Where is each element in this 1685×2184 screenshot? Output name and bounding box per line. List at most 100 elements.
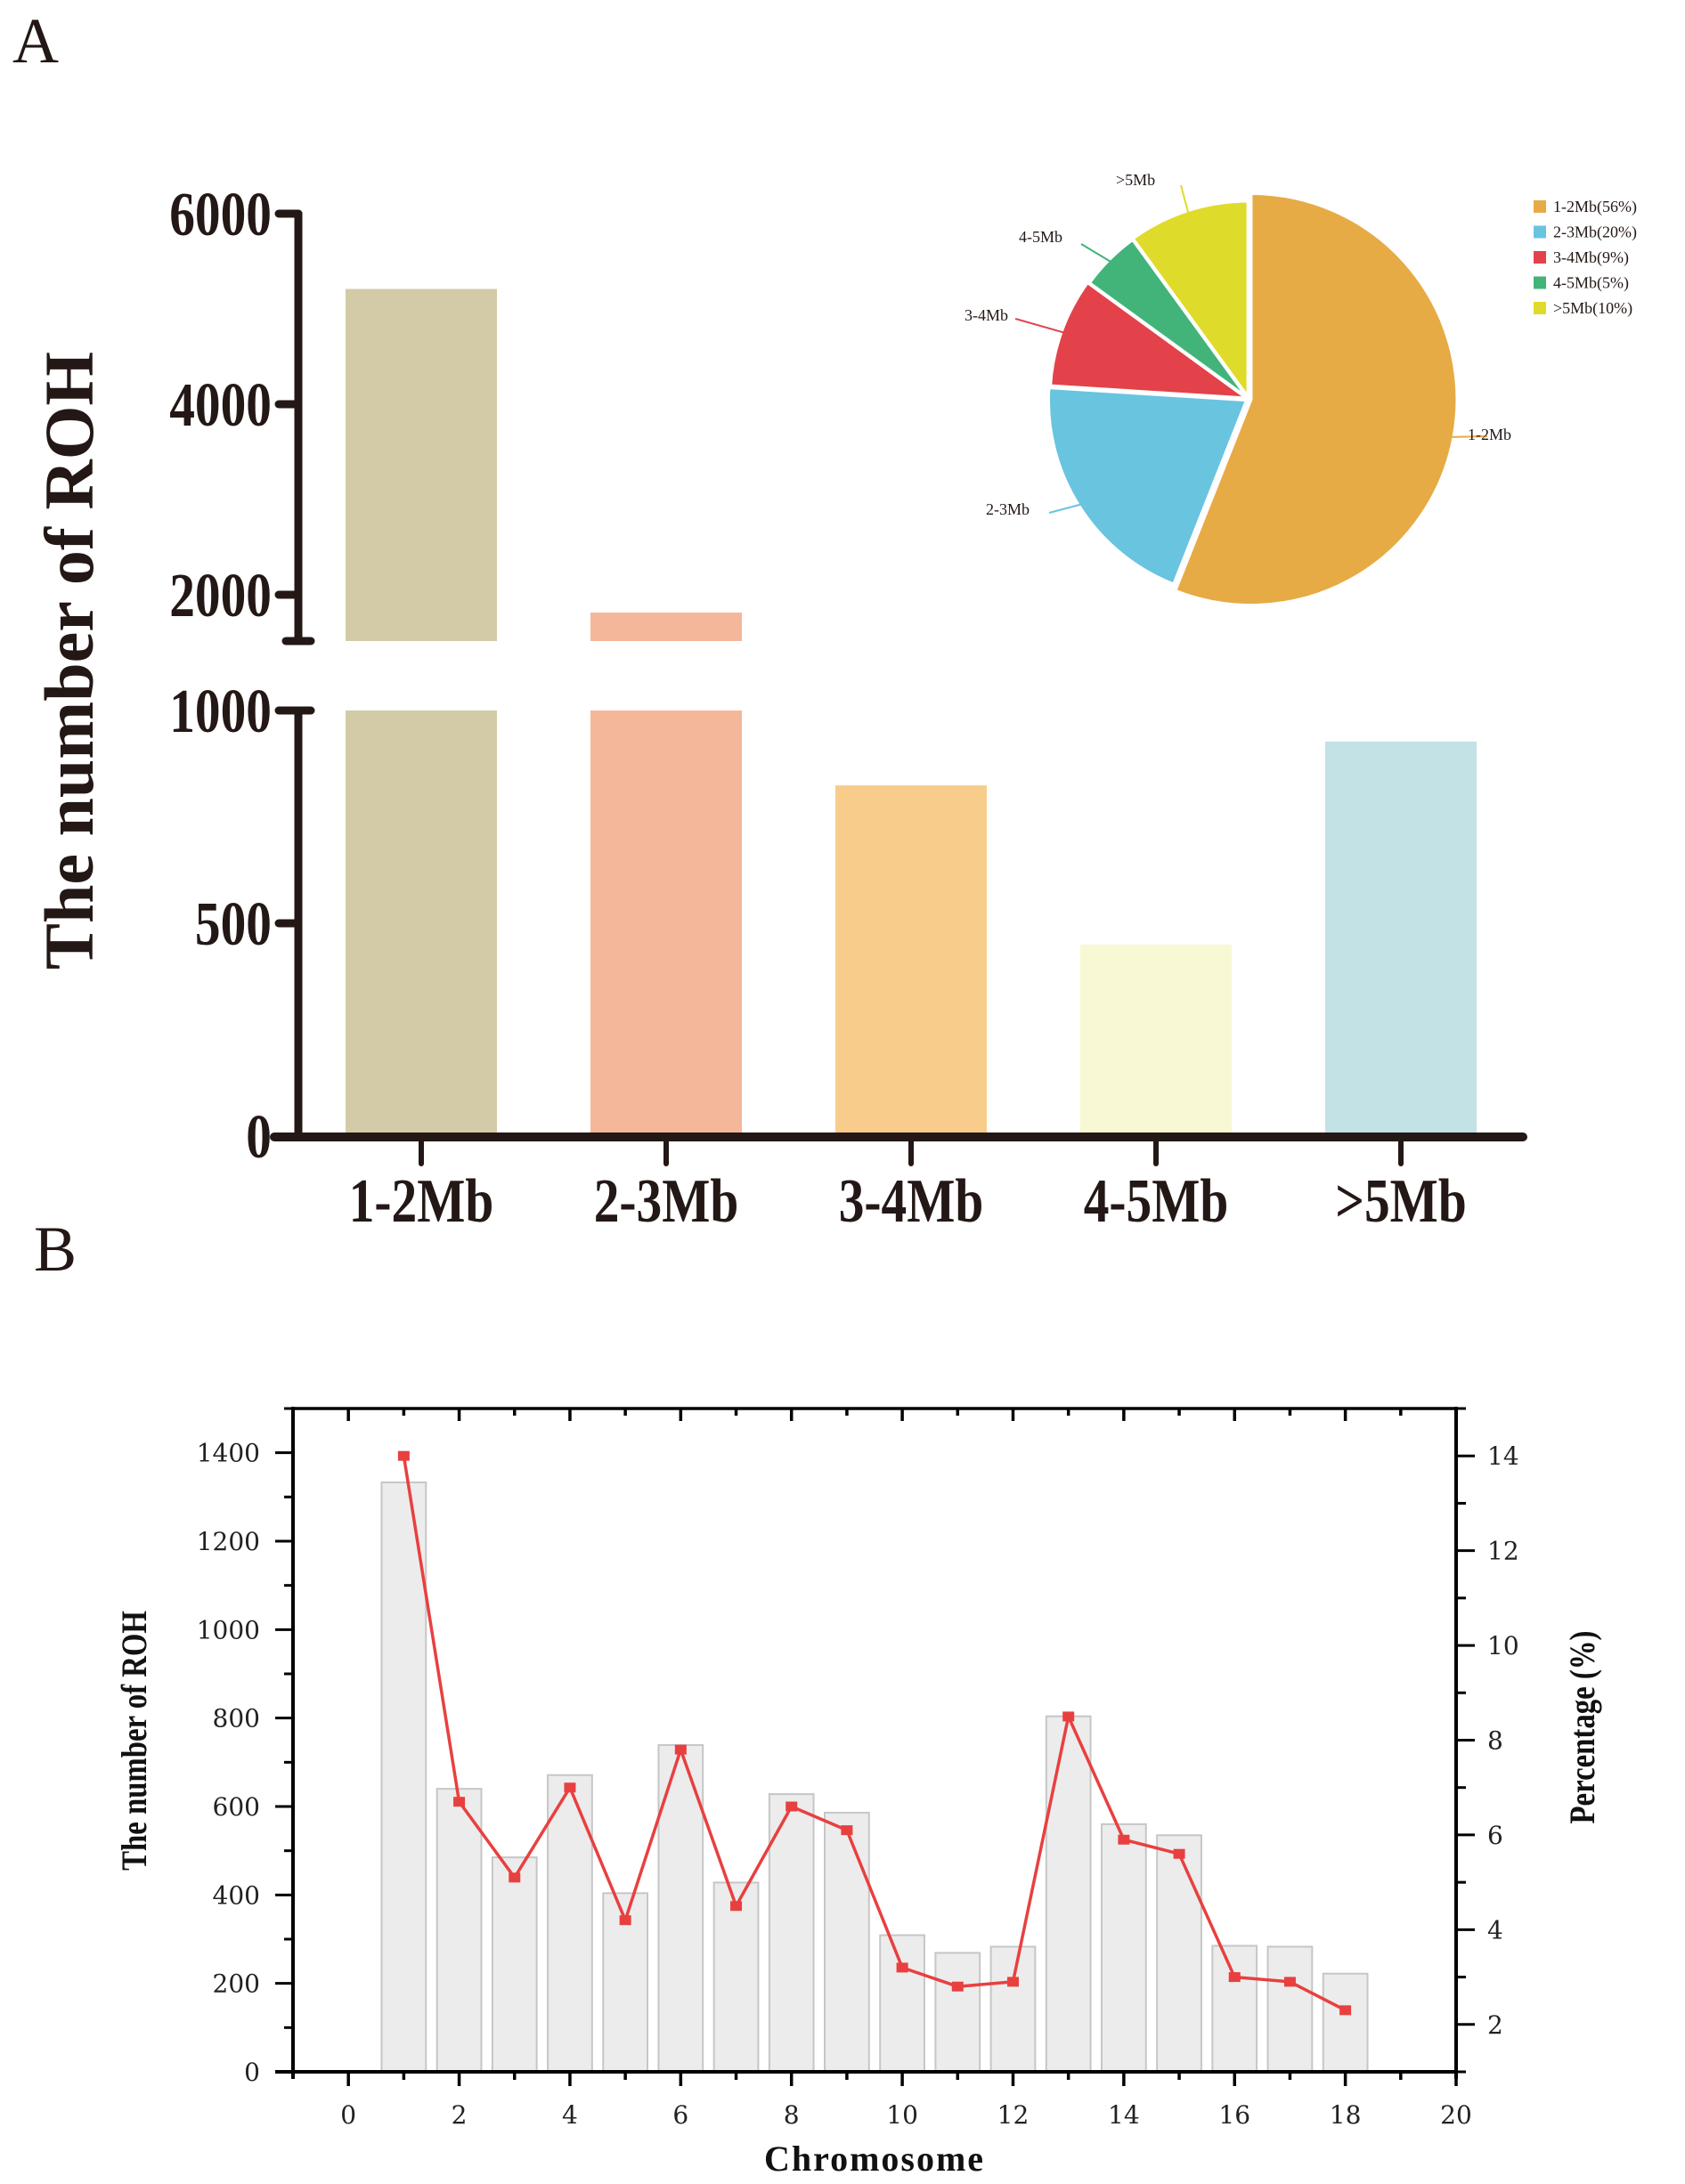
chart-a-category-label: 1-2Mb xyxy=(349,1166,494,1236)
chart-b-roh-per-chromosome: 0 2 4 6 8 10 12 14 16 18 2002004006008001000120014… xyxy=(114,1407,1602,2179)
chart-b-x-tick-label: 14 xyxy=(1108,2100,1140,2130)
pie-leader-line xyxy=(1048,502,1084,514)
chart-a-y-tick-label: 6000 xyxy=(169,180,272,249)
bar-a-upper xyxy=(590,613,742,641)
bar-chromosome-9 xyxy=(824,1811,870,2074)
chart-b-x-tick-label: 2 xyxy=(452,2100,468,2130)
chart-b-y-tick-label-left: 200 xyxy=(213,1969,260,1999)
percentage-line xyxy=(402,1455,1347,2012)
chart-a-y-tick-label: 4000 xyxy=(169,370,272,440)
chart-a-category-label: 3-4Mb xyxy=(839,1166,984,1236)
legend-label: 1-2Mb(56%) xyxy=(1553,198,1637,216)
pie-leader-line xyxy=(1014,318,1067,335)
chart-b-y-tick-label-left: 0 xyxy=(244,2058,260,2087)
chart-a-y-tick-label: 2000 xyxy=(169,561,272,630)
chart-b-y-tick-label-right: 8 xyxy=(1487,1726,1503,1756)
bar-chromosome-4 xyxy=(547,1774,593,2074)
legend-swatch xyxy=(1534,276,1546,289)
chart-b-y-tick-label-left: 1000 xyxy=(197,1615,260,1644)
percentage-marker-chromosome-5 xyxy=(619,1915,631,1926)
bar-chromosome-14 xyxy=(1100,1823,1147,2074)
panel-label-b: B xyxy=(34,1214,77,1285)
chart-b-x-tick-label: 4 xyxy=(562,2100,578,2130)
percentage-marker-chromosome-11 xyxy=(951,1981,964,1992)
percentage-marker-chromosome-8 xyxy=(786,1801,798,1812)
bar-a-lower xyxy=(590,710,742,1136)
bar-chromosome-11 xyxy=(934,1952,981,2074)
bar-chromosome-8 xyxy=(768,1793,815,2074)
bar-a-lower xyxy=(346,710,497,1136)
bar-chromosome-18 xyxy=(1322,1972,1369,2073)
legend-item: >5Mb(10%) xyxy=(1534,299,1632,318)
percentage-marker-chromosome-17 xyxy=(1283,1977,1296,1987)
pie-leader-line xyxy=(1180,184,1190,215)
percentage-marker-chromosome-14 xyxy=(1118,1834,1130,1845)
pie-leader-line xyxy=(1448,435,1488,438)
pie-slice xyxy=(1046,386,1248,586)
bar-chromosome-13 xyxy=(1045,1715,1092,2074)
legend-item: 1-2Mb(56%) xyxy=(1534,198,1637,216)
bar-a-lower xyxy=(1325,741,1477,1136)
bar-chromosome-1 xyxy=(380,1481,427,2073)
chart-a-y-tick-label: 1000 xyxy=(169,677,272,746)
chart-b-y-tick-label-right: 12 xyxy=(1487,1537,1519,1566)
chart-b-y-tick-label-right: 2 xyxy=(1487,2010,1503,2040)
chart-a-pie: 1-2Mb 2-3Mb 3-4Mb 4-5Mb >5Mb 1-2Mb(56%) 2-3Mb… xyxy=(965,171,1637,607)
pie-slice-label: 2-3Mb xyxy=(986,500,1030,518)
legend-label: >5Mb(10%) xyxy=(1553,299,1632,318)
chart-b-y-tick-label-left: 400 xyxy=(213,1880,260,1910)
legend-label: 2-3Mb(20%) xyxy=(1553,223,1637,242)
percentage-marker-chromosome-3 xyxy=(509,1872,521,1883)
percentage-marker-chromosome-1 xyxy=(397,1450,410,1461)
percentage-marker-chromosome-6 xyxy=(674,1744,687,1755)
percentage-marker-chromosome-16 xyxy=(1228,1972,1241,1983)
legend-label: 4-5Mb(5%) xyxy=(1553,274,1629,293)
percentage-marker-chromosome-7 xyxy=(730,1901,743,1912)
chart-a-roh-length-bars: The number of ROH 2000 4000 6000 0 500 1000 1… xyxy=(30,180,1527,1236)
bar-chromosome-12 xyxy=(989,1945,1037,2074)
chart-b-y-tick-label-left: 800 xyxy=(213,1704,260,1733)
bar-chromosome-3 xyxy=(491,1856,538,2074)
bar-chromosome-2 xyxy=(435,1788,483,2073)
legend-swatch xyxy=(1534,225,1546,239)
bar-chromosome-7 xyxy=(712,1881,760,2074)
legend-label: 3-4Mb(9%) xyxy=(1553,248,1629,267)
percentage-marker-chromosome-15 xyxy=(1173,1848,1185,1859)
chart-a-y-tick-label: 500 xyxy=(195,889,272,959)
percentage-marker-chromosome-12 xyxy=(1006,1977,1019,1987)
chart-b-y-tick-label-left: 1200 xyxy=(197,1527,260,1556)
chart-a-category-label: >5Mb xyxy=(1335,1166,1466,1236)
chart-a-category-label: 2-3Mb xyxy=(594,1166,739,1236)
legend-swatch xyxy=(1534,302,1546,314)
chart-b-y-axis-title-left: The number of ROH xyxy=(114,1611,154,1871)
pie-slice-label: 3-4Mb xyxy=(965,306,1008,324)
percentage-marker-chromosome-10 xyxy=(896,1962,908,1973)
chart-b-y-axis-title-right: Percentage (%) xyxy=(1562,1631,1602,1824)
bar-a-upper xyxy=(346,288,497,641)
pie-slice xyxy=(1174,192,1459,607)
bar-chromosome-15 xyxy=(1156,1834,1202,2074)
chart-b-x-tick-label: 20 xyxy=(1440,2100,1472,2130)
chart-b-y-tick-label-right: 10 xyxy=(1487,1631,1519,1660)
chart-b-x-tick-label: 18 xyxy=(1330,2100,1362,2130)
chart-a-y-tick-label: 0 xyxy=(246,1102,272,1172)
chart-b-x-axis-title: Chromosome xyxy=(764,2139,985,2179)
chart-a-y-axis-title: The number of ROH xyxy=(30,352,108,970)
chart-b-y-tick-label-right: 6 xyxy=(1487,1821,1503,1850)
chart-b-x-tick-label: 8 xyxy=(784,2100,800,2130)
percentage-marker-chromosome-2 xyxy=(453,1797,466,1807)
legend-swatch xyxy=(1534,200,1546,213)
bar-chromosome-16 xyxy=(1211,1944,1258,2073)
chart-a-category-label: 4-5Mb xyxy=(1084,1166,1229,1236)
bar-a-lower xyxy=(835,785,987,1136)
chart-b-x-tick-label: 6 xyxy=(672,2100,688,2130)
chart-b-y-tick-label-left: 600 xyxy=(213,1792,260,1822)
chart-b-y-tick-label-right: 4 xyxy=(1487,1915,1503,1944)
percentage-marker-chromosome-18 xyxy=(1339,2005,1352,2016)
pie-leader-line xyxy=(1080,243,1113,264)
chart-b-x-tick-label: 0 xyxy=(340,2100,356,2130)
chart-b-x-tick-label: 10 xyxy=(886,2100,918,2130)
panel-label-a: A xyxy=(12,5,59,77)
percentage-marker-chromosome-9 xyxy=(841,1825,853,1836)
chart-b-x-tick-label: 16 xyxy=(1218,2100,1250,2130)
